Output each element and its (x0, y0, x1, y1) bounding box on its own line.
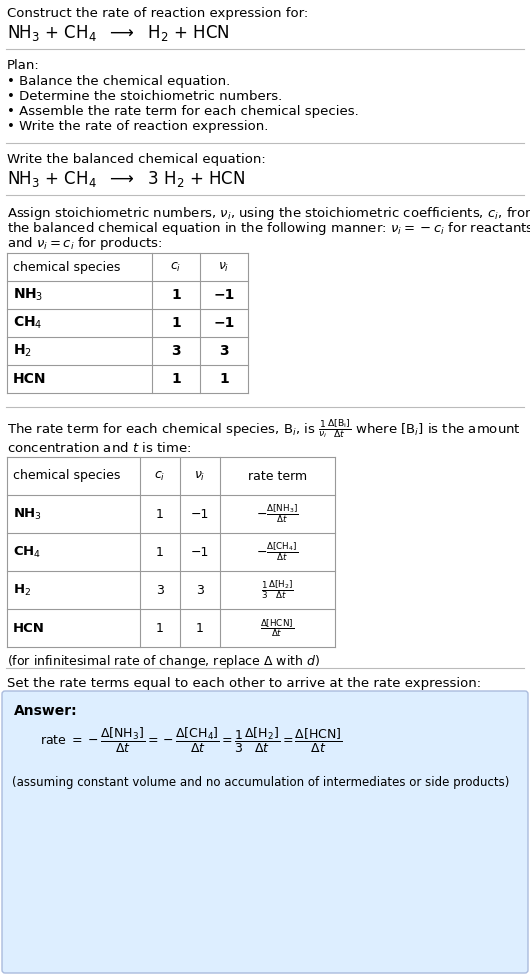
Text: 1: 1 (171, 316, 181, 330)
Text: • Determine the stoichiometric numbers.: • Determine the stoichiometric numbers. (7, 90, 282, 103)
Text: Set the rate terms equal to each other to arrive at the rate expression:: Set the rate terms equal to each other t… (7, 677, 481, 690)
Text: $\frac{1}{3}\frac{\Delta[\mathrm{H_2}]}{\Delta t}$: $\frac{1}{3}\frac{\Delta[\mathrm{H_2}]}{… (261, 579, 294, 601)
Text: H$_2$: H$_2$ (13, 343, 32, 359)
Text: 1: 1 (156, 622, 164, 634)
Text: (assuming constant volume and no accumulation of intermediates or side products): (assuming constant volume and no accumul… (12, 776, 509, 789)
Text: and $\nu_i = c_i$ for products:: and $\nu_i = c_i$ for products: (7, 235, 163, 252)
Text: −1: −1 (191, 546, 209, 558)
Text: $\nu_i$: $\nu_i$ (218, 261, 229, 273)
Text: 1: 1 (219, 372, 229, 386)
Text: Answer:: Answer: (14, 704, 77, 718)
Text: −1: −1 (213, 316, 235, 330)
Text: Plan:: Plan: (7, 59, 40, 72)
Text: 1: 1 (171, 288, 181, 302)
Text: rate term: rate term (248, 469, 307, 482)
Text: 3: 3 (219, 344, 229, 358)
Text: • Balance the chemical equation.: • Balance the chemical equation. (7, 75, 230, 88)
Text: 3: 3 (171, 344, 181, 358)
Text: NH$_3$: NH$_3$ (13, 287, 43, 304)
Text: HCN: HCN (13, 622, 45, 634)
Text: the balanced chemical equation in the following manner: $\nu_i = -c_i$ for react: the balanced chemical equation in the fo… (7, 220, 530, 237)
Text: (for infinitesimal rate of change, replace Δ with $d$): (for infinitesimal rate of change, repla… (7, 653, 320, 670)
Text: 3: 3 (156, 584, 164, 596)
Text: chemical species: chemical species (13, 469, 120, 482)
Text: concentration and $t$ is time:: concentration and $t$ is time: (7, 441, 191, 455)
Text: Write the balanced chemical equation:: Write the balanced chemical equation: (7, 153, 266, 166)
Text: The rate term for each chemical species, B$_i$, is $\frac{1}{\nu_i}\frac{\Delta[: The rate term for each chemical species,… (7, 417, 521, 440)
Text: −1: −1 (213, 288, 235, 302)
Text: chemical species: chemical species (13, 261, 120, 273)
Text: $-\frac{\Delta[\mathrm{CH_4}]}{\Delta t}$: $-\frac{\Delta[\mathrm{CH_4}]}{\Delta t}… (257, 541, 298, 563)
Text: CH$_4$: CH$_4$ (13, 315, 42, 331)
Text: Assign stoichiometric numbers, $\nu_i$, using the stoichiometric coefficients, $: Assign stoichiometric numbers, $\nu_i$, … (7, 205, 530, 222)
Text: 1: 1 (171, 372, 181, 386)
Text: • Write the rate of reaction expression.: • Write the rate of reaction expression. (7, 120, 268, 133)
Text: $\nu_i$: $\nu_i$ (195, 469, 206, 482)
Text: 1: 1 (156, 508, 164, 520)
Text: H$_2$: H$_2$ (13, 583, 31, 597)
Text: $\frac{\Delta[\mathrm{HCN}]}{\Delta t}$: $\frac{\Delta[\mathrm{HCN}]}{\Delta t}$ (260, 617, 295, 639)
Text: CH$_4$: CH$_4$ (13, 545, 41, 559)
FancyBboxPatch shape (2, 691, 528, 973)
Text: Construct the rate of reaction expression for:: Construct the rate of reaction expressio… (7, 7, 308, 20)
Text: $-\frac{\Delta[\mathrm{NH_3}]}{\Delta t}$: $-\frac{\Delta[\mathrm{NH_3}]}{\Delta t}… (256, 503, 299, 525)
Text: 3: 3 (196, 584, 204, 596)
Text: • Assemble the rate term for each chemical species.: • Assemble the rate term for each chemic… (7, 105, 359, 118)
Text: $c_i$: $c_i$ (154, 469, 166, 482)
Text: NH$_3$: NH$_3$ (13, 507, 42, 521)
Text: 1: 1 (196, 622, 204, 634)
Text: 1: 1 (156, 546, 164, 558)
Text: HCN: HCN (13, 372, 47, 386)
Text: −1: −1 (191, 508, 209, 520)
Text: $c_i$: $c_i$ (170, 261, 182, 273)
Text: NH$_3$ + CH$_4$  $\longrightarrow$  H$_2$ + HCN: NH$_3$ + CH$_4$ $\longrightarrow$ H$_2$ … (7, 23, 229, 43)
Text: rate $= -\dfrac{\Delta[\mathrm{NH_3}]}{\Delta t} = -\dfrac{\Delta[\mathrm{CH_4}]: rate $= -\dfrac{\Delta[\mathrm{NH_3}]}{\… (40, 726, 343, 755)
Text: NH$_3$ + CH$_4$  $\longrightarrow$  3 H$_2$ + HCN: NH$_3$ + CH$_4$ $\longrightarrow$ 3 H$_2… (7, 169, 245, 189)
